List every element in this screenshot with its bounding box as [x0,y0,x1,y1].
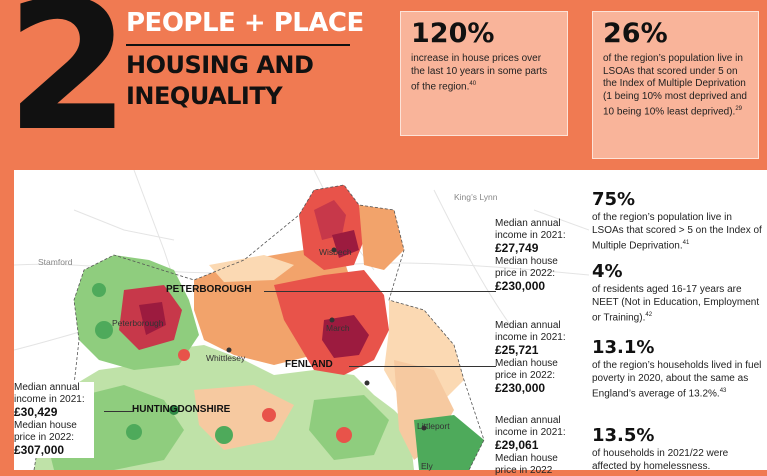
stat-text: of residents aged 16-17 years are NEET (… [592,284,760,324]
callout-wisbech: Median annual income in 2021: £27,749 Me… [495,218,566,293]
leader-line-fenland [349,366,496,367]
map-label-littleport: Littleport [417,421,450,431]
stat-value: 13.5% [592,425,655,446]
stat-text: of households in 2021/22 were affected b… [592,448,729,472]
map-panel: King’s Lynn Stamford Wisbech Peterboroug… [14,170,767,476]
map-label-kings-lynn: King’s Lynn [454,192,498,202]
district-label-peterborough: PETERBOROUGH [166,284,252,295]
stat-text: of the region’s households lived in fuel… [592,360,762,400]
district-label-fenland: FENLAND [285,359,333,370]
callout-ely: Median annual income in 2021: £29,061 Me… [495,415,566,476]
map-label-stamford: Stamford [38,257,73,267]
stat-value: 26% [603,18,668,49]
stat-value: 75% [592,189,636,210]
section-kicker: PEOPLE + PLACE [126,8,364,38]
stat-box-deprivation: 26% of the region’s population live in L… [592,11,759,159]
district-label-huntingdonshire: HUNTINGDONSHIRE [132,404,231,415]
side-stat-neet: 4% of residents aged 16-17 years are NEE… [592,262,762,325]
stat-text: increase in house prices over the last 1… [411,53,548,93]
stat-text: of the region’s population live in LSOAs… [592,212,762,252]
title-rule [126,44,350,46]
map-label-wisbech: Wisbech [319,247,352,257]
stat-value: 13.1% [592,337,655,358]
stat-value: 4% [592,261,623,282]
section-number: 2 [6,0,130,170]
side-stat-homelessness: 13.5% of households in 2021/22 were affe… [592,426,762,473]
ely-region [414,415,484,470]
side-stat-fuel-poverty: 13.1% of the region’s households lived i… [592,338,762,401]
callout-huntingdonshire: Median annual income in 2021: £30,429 Me… [14,382,94,458]
callout-march: Median annual income in 2021: £25,721 Me… [495,320,566,395]
map-label-whittlesey: Whittlesey [206,353,246,363]
leader-line-huntingdonshire [104,411,134,412]
stat-box-house-prices: 120% increase in house prices over the l… [400,11,568,136]
map-label-march: March [326,323,350,333]
deprivation-map [14,170,589,470]
side-stat-deprivation-above-5: 75% of the region’s population live in L… [592,190,762,253]
stat-value: 120% [411,18,495,49]
map-label-ely: Ely [421,461,433,471]
map-label-peterborough: Peterborough [112,318,164,328]
stat-text: of the region’s population live in LSOAs… [603,53,747,118]
leader-line-peterborough [264,291,496,292]
page-title: HOUSING AND INEQUALITY [126,51,314,110]
